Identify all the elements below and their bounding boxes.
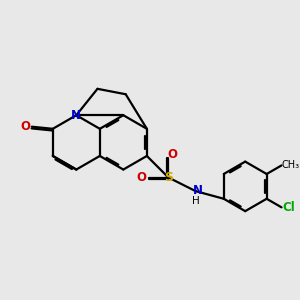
Text: Cl: Cl (283, 201, 296, 214)
Text: O: O (167, 148, 177, 161)
Text: N: N (193, 184, 202, 197)
Text: O: O (137, 171, 147, 184)
Text: H: H (192, 196, 200, 206)
Text: N: N (71, 109, 81, 122)
Text: CH₃: CH₃ (282, 160, 300, 170)
Text: O: O (20, 120, 30, 133)
Text: S: S (164, 171, 173, 184)
